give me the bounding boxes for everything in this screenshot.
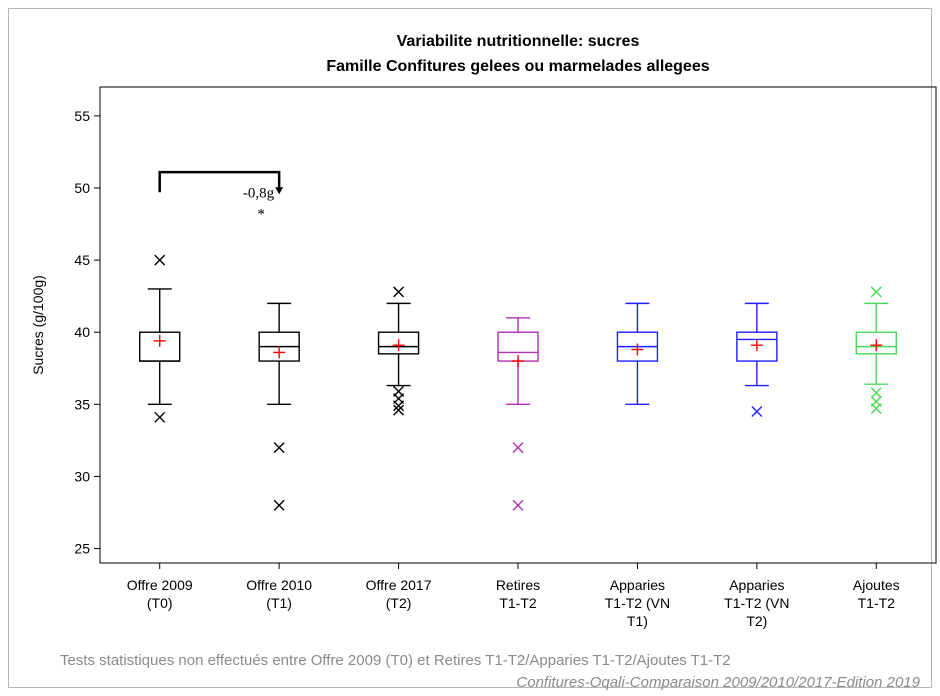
x-tick-label: Apparies <box>610 577 665 593</box>
x-tick-label: T1-T2 (VN <box>724 595 789 611</box>
box-5 <box>616 302 659 406</box>
box-6 <box>736 302 778 418</box>
outlier-stroke <box>870 286 882 298</box>
outlier-point <box>751 406 763 418</box>
outlier-point <box>512 499 524 511</box>
chart-title-line-1: Variabilite nutritionnelle: sucres <box>397 33 640 50</box>
outlier-stroke <box>870 403 882 415</box>
comparison-bracket <box>158 170 281 193</box>
outlier-point <box>273 499 285 511</box>
box-7 <box>855 286 897 415</box>
chart-title-line-2: Famille Confitures gelees ou marmelades … <box>326 58 709 75</box>
x-tick-label: T1) <box>627 613 648 629</box>
y-tick-label: 55 <box>74 108 90 124</box>
outlier-stroke <box>393 404 405 416</box>
box-3 <box>377 286 420 416</box>
outlier-stroke <box>154 411 166 423</box>
outlier-stroke <box>273 442 285 454</box>
outlier-point <box>870 286 882 298</box>
x-tick-label: Apparies <box>729 577 784 593</box>
x-tick-label: Retires <box>496 577 540 593</box>
x-tick-label: Offre 2017 <box>366 577 432 593</box>
box-iqr <box>377 331 420 355</box>
x-tick-label: T1-T2 (VN <box>605 595 670 611</box>
outlier-point <box>870 387 882 399</box>
outlier-point <box>393 400 405 412</box>
bracket-arrowhead <box>275 187 284 195</box>
box-1 <box>139 254 181 423</box>
outlier-point <box>870 403 882 415</box>
box-iqr <box>855 331 897 355</box>
outlier-stroke <box>393 286 405 298</box>
chart-frame <box>8 8 932 688</box>
y-tick-label: 25 <box>74 541 90 557</box>
x-tick-label: T1-T2 <box>858 595 896 611</box>
box-iqr <box>736 331 778 362</box>
significance-annotation: -0,8g * <box>158 170 284 222</box>
y-tick-label: 45 <box>74 252 90 268</box>
outlier-point <box>393 404 405 416</box>
y-axis-label: Sucres (g/100g) <box>30 275 46 375</box>
y-tick-label: 50 <box>74 180 90 196</box>
source-line: Confitures-Oqali-Comparaison 2009/2010/2… <box>516 674 920 691</box>
y-tick-label: 35 <box>74 396 90 412</box>
x-tick-label: T1-T2 <box>499 595 537 611</box>
x-tick-label: (T0) <box>147 595 173 611</box>
x-tick-label: (T2) <box>386 595 412 611</box>
y-tick-label: 40 <box>74 324 90 340</box>
y-axis: 25 30 35 40 45 50 55 <box>74 108 100 557</box>
outlier-point <box>512 442 524 454</box>
x-tick-label: T2) <box>746 613 767 629</box>
footnote: Tests statistiques non effectués entre O… <box>60 652 731 669</box>
outlier-stroke <box>512 442 524 454</box>
outlier-stroke <box>273 499 285 511</box>
outlier-point <box>154 411 166 423</box>
difference-label: -0,8g <box>243 185 275 201</box>
outlier-point <box>273 442 285 454</box>
outlier-point <box>393 286 405 298</box>
box-4 <box>497 317 539 511</box>
x-tick-label: Offre 2010 <box>246 577 312 593</box>
box-series <box>139 254 897 511</box>
outlier-stroke <box>154 254 166 266</box>
outlier-stroke <box>512 499 524 511</box>
outlier-point <box>154 254 166 266</box>
y-tick-label: 30 <box>74 468 90 484</box>
x-tick-label: (T1) <box>266 595 292 611</box>
x-tick-label: Offre 2009 <box>127 577 193 593</box>
outlier-stroke <box>751 406 763 418</box>
x-axis: Offre 2009 (T0) Offre 2010 (T1) Offre 2017 (T… <box>127 563 900 629</box>
box-2 <box>258 302 300 511</box>
x-tick-label: Ajoutes <box>853 577 900 593</box>
outlier-stroke <box>393 400 405 412</box>
significance-mark: * <box>257 206 265 222</box>
outlier-stroke <box>870 387 882 399</box>
